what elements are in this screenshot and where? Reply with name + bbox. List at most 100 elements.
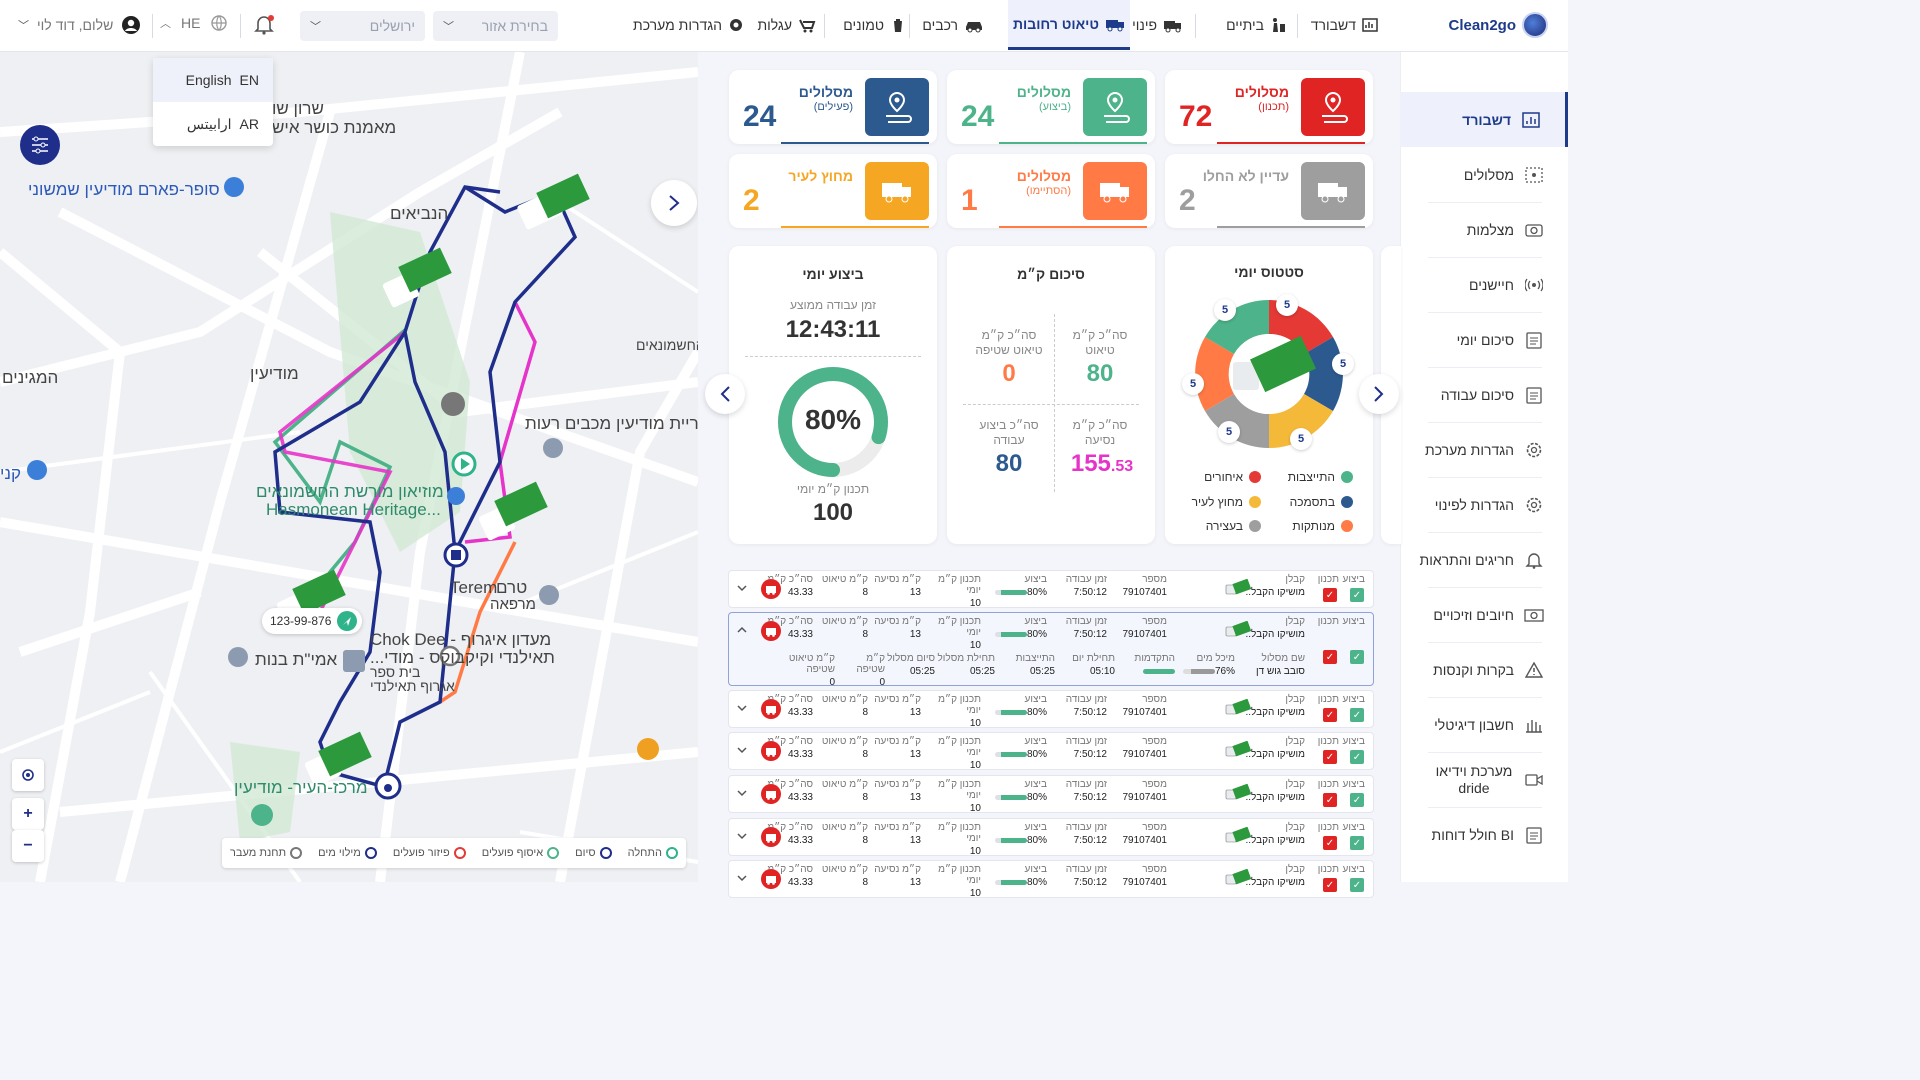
kpi-card-executed[interactable]: מסלולים (ביצוע) 24 [947,70,1155,144]
sidebar-item-daily-summary[interactable]: סיכום יומי [1400,312,1568,367]
zoom-out-button[interactable]: − [12,830,44,862]
sidebar-item-digital-account[interactable]: חשבון דיגיטלי [1400,697,1568,752]
language-name: ارابيتس [186,115,232,132]
tab-dashboard[interactable]: דשבורד [1311,0,1378,50]
map-label: טרם [496,578,528,597]
map-panel-toggle-button[interactable] [651,180,697,226]
language-option-en[interactable]: English EN [153,58,273,102]
brand-logo[interactable]: Clean2go [1448,12,1548,38]
sidebar-item-bi-reports[interactable]: BI חולל דוחות [1400,807,1568,862]
chevron-down-icon[interactable] [735,786,749,800]
table-row[interactable]: ביצוע תכנון ✓ ✓ קבלן מושיקו הקבל.. מספר 7910740… [728,732,1374,771]
col-header: זמן עבודה [1065,779,1107,790]
panels-prev-button[interactable] [705,374,745,414]
kpi-card-active[interactable]: מסלולים (פעילים) 24 [729,70,937,144]
plan-checkbox[interactable]: ✓ [1323,836,1337,850]
vehicle-plate-tag[interactable]: 123-99-876 [262,608,362,634]
sidebar-item-cameras[interactable]: מצלמות [1400,202,1568,257]
chevron-down-icon[interactable] [735,743,749,757]
total_km-value: 43.33 [763,707,813,718]
panels-next-button[interactable] [1359,374,1399,414]
exec-checkbox[interactable]: ✓ [1350,878,1364,892]
plan-checkbox[interactable]: ✓ [1323,878,1337,892]
route-status-icon[interactable] [761,699,781,719]
language-option-ar[interactable]: ارابيتس AR [153,102,273,146]
tab-street-sweeping[interactable]: טיאוט רחובות [1008,0,1130,50]
plan-checkbox[interactable]: ✓ [1323,793,1337,807]
col-header: מספר [1142,864,1167,875]
water-tank-text: 76% [1214,666,1235,677]
tab-bins[interactable]: טמונים [843,0,906,50]
exec-checkbox[interactable]: ✓ [1350,708,1364,722]
plan-checkbox[interactable]: ✓ [1323,588,1337,602]
table-row[interactable]: ביצוע תכנון ✓ ✓ קבלן מושיקו הקבל.. מספר 7910740… [728,690,1374,729]
kpi-card-finished[interactable]: מסלולים (הסתיימו) 1 [947,154,1155,228]
map-filter-button[interactable] [20,125,60,165]
area-select[interactable]: בחירת אזור ﹀ [433,11,558,41]
daily_km_plan-value: 10 [921,640,981,651]
daily_km_plan-text: 10 [969,760,981,771]
wash-km-label: סה״כ ק״מ טיאוט שטיפה [975,328,1043,357]
kpi-card-outside-city[interactable]: מחוץ לעיר 2 [729,154,937,228]
daily_km_plan-text: 10 [969,718,981,729]
zoom-in-button[interactable]: + [12,798,44,830]
sidebar-item-system-settings[interactable]: הגדרות מערכת [1400,422,1568,477]
kpi-card-not-started[interactable]: עדיין לא החלו 2 [1165,154,1373,228]
drive_km-col: ק״מ נסיעה 13 [866,574,921,598]
exec-checkbox[interactable]: ✓ [1350,793,1364,807]
plan-checkbox[interactable]: ✓ [1323,750,1337,764]
warning-icon [1524,660,1544,680]
table-row[interactable]: ביצוע תכנון ✓ ✓ קבלן מושיקו הקבל.. מספר 7910740… [728,860,1374,899]
route-status-icon[interactable] [761,621,781,641]
sidebar-item-sensors[interactable]: חיישנים [1400,257,1568,312]
sidebar-item-dashboard[interactable]: דשבורד [1400,92,1568,147]
sidebar-item-work-summary[interactable]: סיכום עבודה [1400,367,1568,422]
tab-carts[interactable]: עגלות [757,0,816,50]
sweep_km-text: 8 [862,749,868,760]
daily_km_plan-text: 10 [969,640,981,651]
map-locate-button[interactable] [12,759,44,791]
map-view[interactable]: שרון שו מאמנת כושר איש סופר-פארם מודיעין… [0,52,698,882]
chevron-down-icon[interactable] [735,829,749,843]
table-row[interactable]: ביצוע תכנון ✓ ✓ קבלן מושיקו הקבל.. מספר 7910740… [728,570,1374,609]
legend-item: התחלה [628,847,678,859]
route-status-icon[interactable] [761,827,781,847]
sidebar-item-alerts[interactable]: חריגים והתראות [1400,532,1568,587]
sidebar-item-controls-fines[interactable]: בקרות וקנסות [1400,642,1568,697]
plan-checkbox[interactable]: ✓ [1323,650,1337,664]
exec-checkbox[interactable]: ✓ [1350,836,1364,850]
table-row[interactable]: ביצוע תכנון ✓ ✓ קבלן מושיקו הקבל.. מספר 7910740… [728,775,1374,814]
col-header: סה״כ ק״מ [767,736,813,747]
contractor-value: מושיקו הקבל.. [1245,587,1305,598]
col-header: ק״מ טיאוט שטיפה [788,653,835,675]
sweep_km-value: 8 [813,749,868,760]
sidebar-item-video[interactable]: מערכת וידיאו dride [1400,752,1568,807]
notifications-button[interactable] [253,14,279,38]
chevron-up-icon[interactable] [735,623,749,637]
chevron-down-icon[interactable] [735,581,749,595]
route-status-icon[interactable] [761,741,781,761]
kpi-title: מחוץ לעיר [788,168,853,184]
plan-checkbox[interactable]: ✓ [1323,708,1337,722]
col-header: קבלן [1285,779,1305,790]
tab-system-settings[interactable]: הגדרות מערכת [633,0,744,50]
chevron-down-icon[interactable] [735,871,749,885]
sidebar-item-pickup-settings[interactable]: הגדרות לפינוי [1400,477,1568,532]
kpi-card-planned[interactable]: מסלולים (תכנון) 72 [1165,70,1373,144]
table-row[interactable]: ביצוע תכנון ✓ ✓ קבלן מושיקו הקבל.. מספר 7910740… [728,612,1374,688]
exec-checkbox[interactable]: ✓ [1350,588,1364,602]
exec-checkbox[interactable]: ✓ [1350,650,1364,664]
tab-households[interactable]: ביתיים [1226,0,1286,50]
sidebar-item-billing[interactable]: חיובים וזיכויים [1400,587,1568,642]
language-switch[interactable]: ︿ HE [160,14,228,32]
city-select[interactable]: ירושלים ﹀ [300,11,425,41]
chevron-down-icon[interactable] [735,701,749,715]
table-row[interactable]: ביצוע תכנון ✓ ✓ קבלן מושיקו הקבל.. מספר 7910740… [728,818,1374,857]
sidebar-item-routes[interactable]: מסלולים [1400,147,1568,202]
exec-checkbox[interactable]: ✓ [1350,750,1364,764]
route-status-icon[interactable] [761,784,781,804]
user-menu[interactable]: ﹀ שלום, דוד לוי [18,15,141,35]
route-status-icon[interactable] [761,579,781,599]
tab-vehicles[interactable]: רכבים [922,0,984,50]
route-status-icon[interactable] [761,869,781,889]
